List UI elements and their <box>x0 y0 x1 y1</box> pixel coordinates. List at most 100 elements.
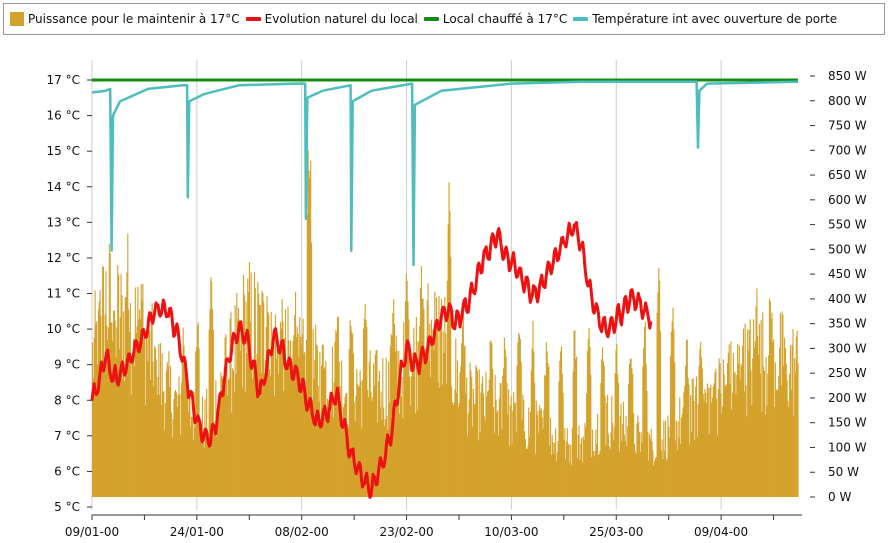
power-bar-56 <box>138 309 141 497</box>
power-bar-361 <box>394 351 396 497</box>
power-bar-633 <box>622 401 625 497</box>
power-bar-18 <box>107 340 109 497</box>
power-bar-678 <box>660 450 662 497</box>
power-bar-397 <box>425 348 427 497</box>
power-bar-339 <box>376 349 378 497</box>
power-bar-346 <box>382 358 384 497</box>
power-bar-386 <box>415 316 417 497</box>
power-bar-93 <box>170 366 172 497</box>
power-bar-443 <box>463 346 465 497</box>
power-bar-342 <box>378 370 381 497</box>
power-bar-335 <box>373 363 375 497</box>
power-bar-617 <box>609 449 611 497</box>
power-bar-187 <box>248 261 250 497</box>
power-bar-366 <box>399 413 401 497</box>
power-bar-182 <box>244 391 246 497</box>
power-bar-64 <box>145 329 147 497</box>
power-bar-13 <box>102 266 105 497</box>
power-bar-482 <box>496 412 498 497</box>
power-bar-136 <box>206 388 208 497</box>
series-line-natural <box>90 221 653 499</box>
power-bar-77 <box>156 394 158 497</box>
y-left-tick-label-8: 13 °C <box>47 215 80 229</box>
power-bar-250 <box>301 334 303 497</box>
power-bar-192 <box>253 365 255 497</box>
power-bar-748 <box>719 363 721 497</box>
power-bar-424 <box>447 224 449 497</box>
power-bar-347 <box>383 407 385 497</box>
power-bar-782 <box>747 350 750 497</box>
power-bar-475 <box>490 340 492 497</box>
axes: 5 °C 6 °C 7 °C 8 °C 9 °C 10 °C 11 °C 12 °C 13 °C… <box>47 69 867 539</box>
power-bar-556 <box>558 381 560 497</box>
power-bar-365 <box>398 350 400 497</box>
power-bar-41 <box>126 272 128 497</box>
y-left-tick-label-4: 9 °C <box>54 358 80 372</box>
legend-item-heated[interactable]: Local chauffé à 17°C <box>423 12 567 26</box>
power-bar-186 <box>248 292 250 497</box>
power-bar-304 <box>346 424 349 497</box>
legend-label-natural: Evolution naturel du local <box>264 12 418 26</box>
power-bar-288 <box>333 381 335 497</box>
power-bar-643 <box>631 368 633 497</box>
power-bar-577 <box>575 356 578 497</box>
power-bar-829 <box>787 400 789 497</box>
power-bar-481 <box>495 399 497 497</box>
power-bar-721 <box>696 436 698 497</box>
y-right-tick-label-14: 700 W <box>828 143 867 157</box>
power-bar-333 <box>371 400 373 497</box>
power-bar-559 <box>560 346 563 497</box>
power-bar-588 <box>585 427 587 497</box>
power-bar-15 <box>104 314 106 497</box>
power-bar-337 <box>374 354 376 497</box>
power-bar-752 <box>722 359 724 497</box>
legend-item-power[interactable]: Puissance pour le maintenir à 17°C <box>10 12 240 26</box>
power-bar-256 <box>306 214 308 497</box>
power-bar-315 <box>356 369 358 497</box>
power-bar-451 <box>470 370 472 497</box>
power-bar-549 <box>552 442 554 497</box>
power-bar-351 <box>386 416 388 497</box>
power-bar-557 <box>559 360 561 497</box>
power-bar-261 <box>310 242 313 497</box>
legend-item-door[interactable]: Température int avec ouverture de porte <box>573 12 837 26</box>
power-bar-555 <box>557 440 559 497</box>
power-bar-810 <box>771 312 773 497</box>
power-bar-474 <box>489 341 491 497</box>
power-bar-216 <box>273 341 275 497</box>
power-bar-611 <box>604 395 606 497</box>
power-bar-325 <box>364 304 366 497</box>
power-bar-470 <box>486 396 488 497</box>
power-bar-170 <box>234 305 236 497</box>
power-bar-74 <box>154 345 156 497</box>
power-bar-586 <box>583 439 585 497</box>
power-bar-571 <box>570 464 573 497</box>
power-bar-362 <box>395 335 397 497</box>
legend-item-natural[interactable]: Evolution naturel du local <box>245 12 418 26</box>
power-bar-404 <box>430 319 433 497</box>
power-bar-526 <box>533 351 535 497</box>
power-bar-253 <box>304 352 306 497</box>
power-bar-695 <box>674 440 677 497</box>
power-bar-462 <box>479 432 481 497</box>
power-bar-251 <box>302 318 304 497</box>
power-bar-498 <box>509 405 511 497</box>
power-bar-499 <box>510 396 512 497</box>
power-bar-626 <box>617 374 619 497</box>
power-bar-537 <box>542 428 544 497</box>
power-bar-493 <box>505 356 507 497</box>
power-bar-458 <box>476 367 478 497</box>
y-right-tick-label-13: 650 W <box>828 168 867 182</box>
y-right-tick-label-9: 450 W <box>828 267 867 281</box>
power-bar-753 <box>723 374 725 497</box>
power-bar-600 <box>595 429 597 497</box>
power-bar-395 <box>423 308 425 497</box>
power-bar-59 <box>141 300 143 497</box>
power-bar-143 <box>211 308 214 497</box>
power-bar-711 <box>688 384 690 497</box>
power-bar-704 <box>682 407 684 497</box>
power-bar-149 <box>216 427 219 497</box>
power-bar-569 <box>569 462 571 497</box>
legend: Puissance pour le maintenir à 17°C Evolu… <box>3 3 885 35</box>
